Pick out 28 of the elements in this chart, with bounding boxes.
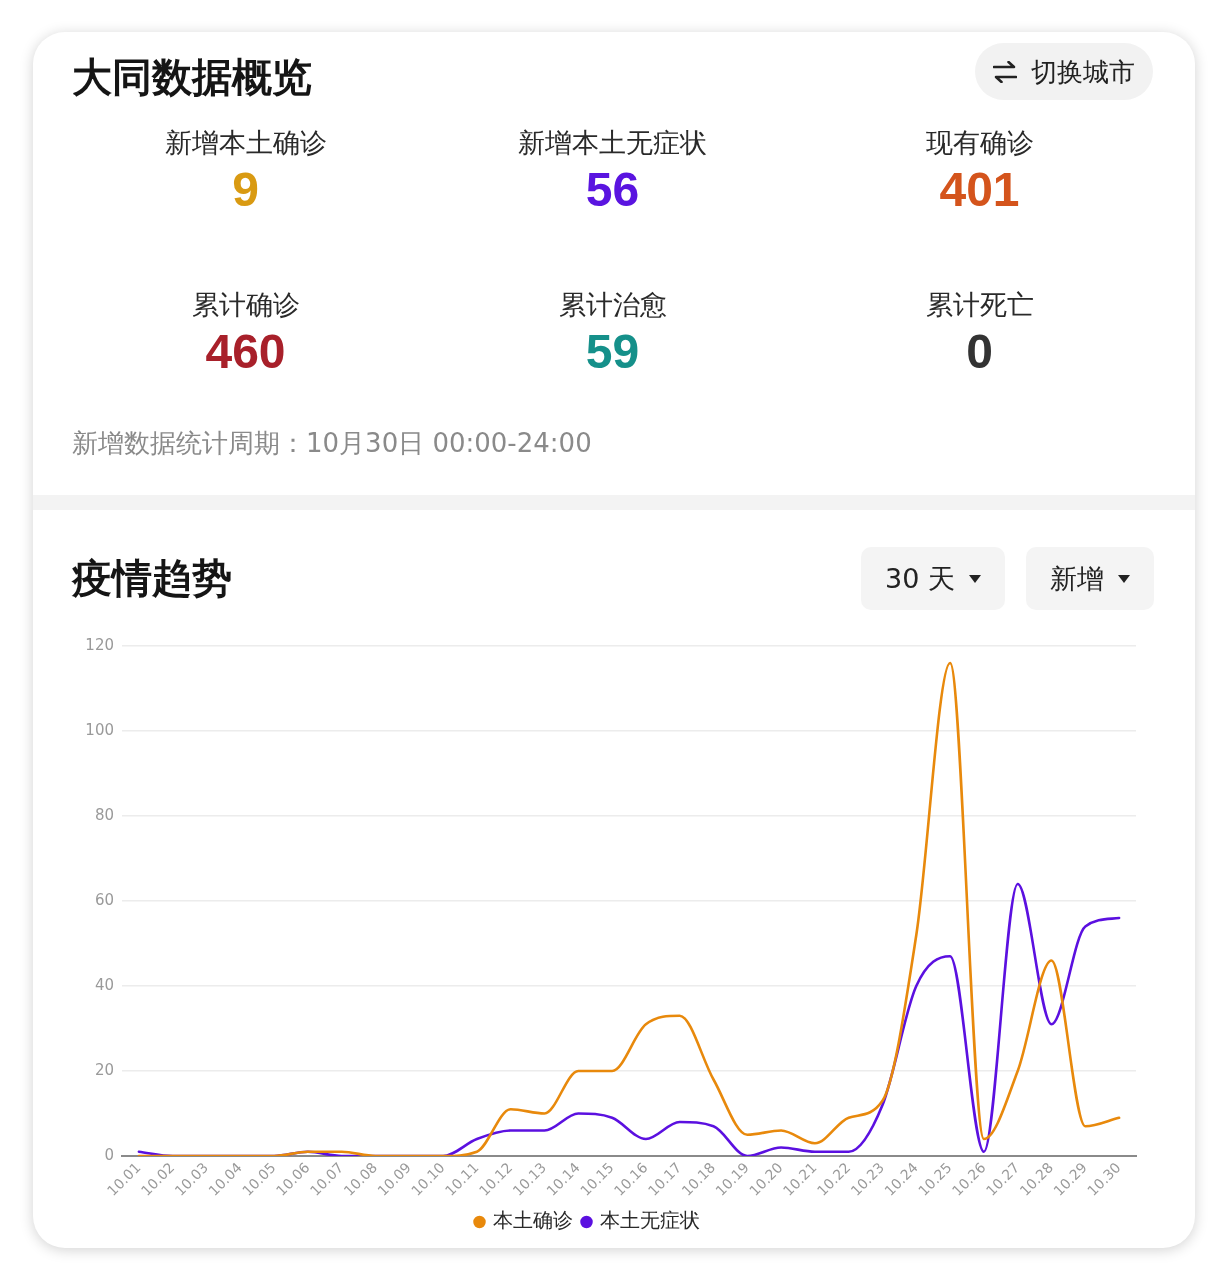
category-label: 累计治愈 (557, 288, 668, 322)
chart-title: 疫情趋势 (72, 554, 232, 603)
data-label: 460 (204, 324, 287, 380)
data-label: 59 (584, 324, 641, 380)
dropdown-button: 新增 (1026, 547, 1154, 610)
y-tick-label: 40 (94, 975, 114, 994)
category-label: 现有确诊 (924, 126, 1035, 160)
category-label: 新增本土无症状 (517, 126, 708, 160)
y-tick-label: 60 (94, 890, 114, 909)
category-label: 累计死亡 (924, 288, 1035, 322)
y-tick-label: 100 (85, 720, 114, 739)
y-tick-label: 120 (85, 635, 114, 654)
y-tick-label: 80 (94, 805, 114, 824)
data-label: 0 (965, 324, 994, 380)
legend-label: 本土确诊 (493, 1208, 573, 1233)
text: 新增数据统计周期：10月30日 00:00-24:00 (72, 427, 592, 460)
line-series (137, 661, 1121, 1156)
dropdown-button: 30 天 (861, 547, 1005, 610)
category-label: 新增本土确诊 (163, 126, 328, 160)
y-tick-label: 0 (104, 1145, 114, 1164)
category-label: 累计确诊 (190, 288, 301, 322)
data-label: 401 (938, 162, 1021, 218)
data-label: 56 (584, 162, 641, 218)
legend-label: 本土无症状 (600, 1208, 700, 1233)
text: 大同数据概览 (72, 53, 312, 102)
y-tick-label: 20 (94, 1060, 114, 1079)
pill-button: 切换城市 (975, 43, 1153, 100)
data-label: 9 (231, 162, 260, 218)
